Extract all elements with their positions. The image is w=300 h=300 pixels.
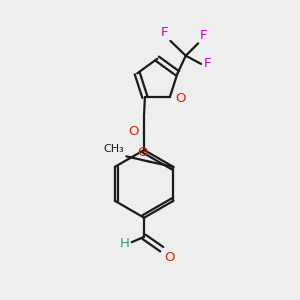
Text: F: F	[161, 26, 169, 39]
Text: O: O	[128, 125, 139, 138]
Text: F: F	[200, 28, 207, 42]
Text: O: O	[137, 146, 148, 159]
Text: O: O	[175, 92, 186, 105]
Text: O: O	[164, 251, 174, 264]
Text: F: F	[204, 57, 212, 70]
Text: CH₃: CH₃	[103, 144, 124, 154]
Text: H: H	[120, 237, 130, 250]
